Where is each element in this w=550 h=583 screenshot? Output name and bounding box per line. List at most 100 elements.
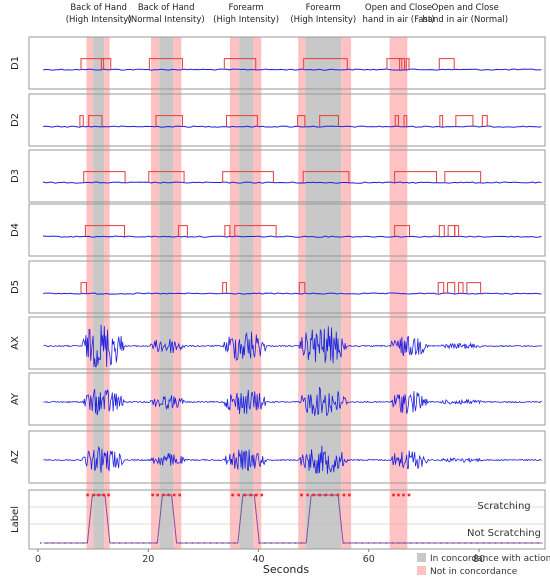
x-axis-label: Seconds [263,563,309,576]
label-dot [203,542,206,544]
baseline-trace [42,68,542,71]
label-dot [264,542,267,544]
label-dot [233,542,236,544]
marker-point [312,493,315,497]
digital-pulse [438,225,445,237]
marker-point [260,493,264,497]
label-dot [494,542,497,544]
action-header-label: (High Intensity) [290,15,356,25]
legend: In concordance with actions Not in concor… [417,553,550,577]
marker-point [161,493,165,497]
x-tick-label: 20 [142,554,154,565]
marker-point [392,493,395,497]
panel-frame [28,149,546,203]
label-dot [51,542,54,544]
panel-frame [28,430,546,484]
marker-point [342,493,346,497]
digital-pulse [399,58,403,70]
marker-point [237,493,240,497]
x-tick-label: 0 [35,554,41,565]
marker-point [243,493,247,497]
label-dot [197,542,200,544]
action-header-label: (Normal Intensity) [128,15,205,25]
label-dot [440,542,442,544]
panel-az: AZ [10,430,546,484]
digital-pulse [302,171,350,183]
action-header-label: (High Intensity) [66,15,132,25]
marker-point [336,493,340,497]
label-dot [421,542,424,544]
legend-label: Not in concordance [430,567,518,577]
label-dot [349,542,351,544]
label-dot [155,542,157,544]
digital-pulse [455,115,474,127]
level-label-not-scratching: Not Scratching [467,528,541,539]
action-header-label: Open and Close [365,3,432,13]
label-dot [464,542,467,544]
label-dot [112,542,115,544]
label-dot [379,542,382,544]
digital-pulse [234,225,277,237]
label-dot [288,542,291,544]
marker-point [102,493,105,497]
label-dot [282,542,285,544]
label-dot [185,542,188,544]
panel-frame [28,36,546,90]
digital-pulse [297,115,306,127]
level-label-scratching: Scratching [477,501,530,512]
panel-d3: D3 [10,149,546,203]
label-dot [470,542,473,544]
label-dot [391,542,394,544]
label-dot [537,542,539,544]
x-tick-label: 80 [473,554,485,565]
digital-pulse [88,115,103,127]
marker-point [306,493,309,497]
panel-d4: D4 [10,203,546,257]
panel-frame [28,203,546,257]
not-concordance-band [229,37,240,549]
label-dot [506,542,509,544]
digital-pulse [80,58,112,70]
label-dot [300,542,303,544]
label-dot [361,542,364,544]
concordance-band [239,37,253,549]
action-header-label: Back of Hand [70,3,127,13]
digital-pulse [155,115,183,127]
action-header-label: hand in air (Fast) [363,15,435,25]
panel-y-label: AX [10,336,21,350]
digital-pulse [319,115,339,127]
action-header-label: Back of Hand [138,3,195,13]
panel-y-label: D5 [10,280,21,294]
digital-pulse [444,171,482,183]
label-dot [518,542,521,544]
digital-pulse [178,225,188,237]
x-tick-label: 60 [363,554,375,565]
digital-pulse [437,282,445,294]
label-dot [452,542,454,544]
digital-pulse [403,115,408,127]
shading-layer [86,37,408,549]
panel-y-label: D1 [10,56,21,70]
action-header-label: (High Intensity) [213,15,279,25]
panel-y-label: D3 [10,169,21,183]
marker-point [86,493,89,497]
panel-y-label: AZ [10,450,21,464]
label-dot [343,542,345,544]
label-dot [215,542,218,544]
label-dot [142,542,145,544]
marker-point [231,493,234,497]
panel-d5: D5 [10,260,546,314]
panel-d2: D2 [10,93,546,147]
panel-frame [28,489,546,550]
label-dot [64,542,66,544]
marker-point [402,493,405,497]
digital-pulse [80,282,88,294]
label-dot [130,542,133,544]
label-dot [476,542,479,544]
label-dot [434,542,436,544]
label-dot [124,542,127,544]
digital-pulse [439,115,444,127]
label-dot [45,542,48,544]
legend-swatch [417,566,426,575]
